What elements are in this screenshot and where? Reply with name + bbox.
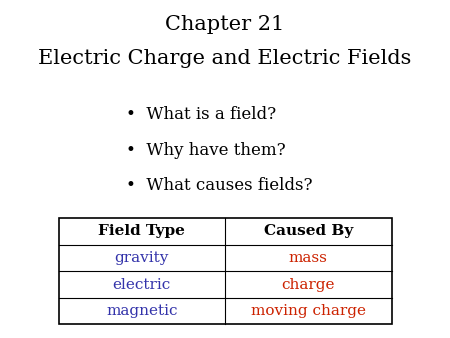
Text: •  Why have them?: • Why have them? [126,142,286,159]
Text: gravity: gravity [115,251,169,265]
Text: electric: electric [112,277,171,292]
Text: Field Type: Field Type [98,224,185,238]
Text: magnetic: magnetic [106,304,177,318]
Bar [58,218,392,324]
Text: Electric Charge and Electric Fields: Electric Charge and Electric Fields [38,49,412,68]
Text: mass: mass [289,251,328,265]
Text: •  What is a field?: • What is a field? [126,106,276,123]
Text: charge: charge [282,277,335,292]
Text: Caused By: Caused By [264,224,353,238]
Text: •  What causes fields?: • What causes fields? [126,177,312,194]
Text: moving charge: moving charge [251,304,366,318]
Text: Chapter 21: Chapter 21 [165,15,285,34]
